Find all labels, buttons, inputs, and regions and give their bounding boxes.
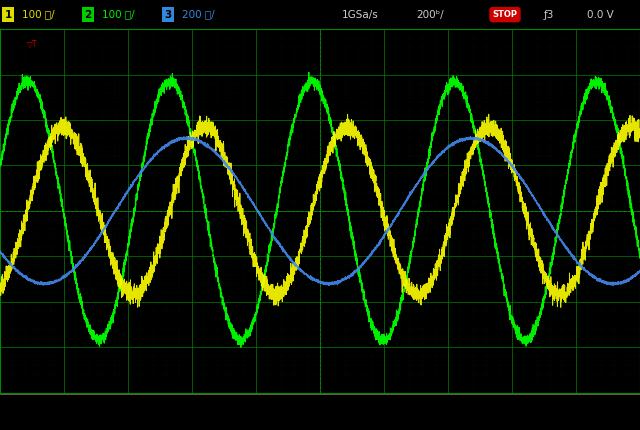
Text: Freq₂ =  1.52 MHz: Freq₂ = 1.52 MHz (26, 405, 147, 418)
Text: 1GSa/s: 1GSa/s (342, 9, 378, 20)
Text: 100 ㎡/: 100 ㎡/ (102, 9, 134, 20)
Text: 1: 1 (4, 9, 12, 20)
Text: STOP: STOP (493, 10, 518, 19)
Text: 200ᵇ/: 200ᵇ/ (416, 9, 444, 20)
Text: Pk-Pk₂ = 370 mV: Pk-Pk₂ = 370 mV (333, 405, 440, 418)
Text: 0.0 V: 0.0 V (587, 9, 613, 20)
Text: 3: 3 (164, 9, 172, 20)
Text: 200 ㎡/: 200 ㎡/ (182, 9, 214, 20)
Text: 2: 2 (84, 9, 92, 20)
Text: ▽T: ▽T (27, 39, 37, 48)
Text: 100 ㎡/: 100 ㎡/ (22, 9, 54, 20)
Text: ƒ3: ƒ3 (544, 9, 554, 20)
